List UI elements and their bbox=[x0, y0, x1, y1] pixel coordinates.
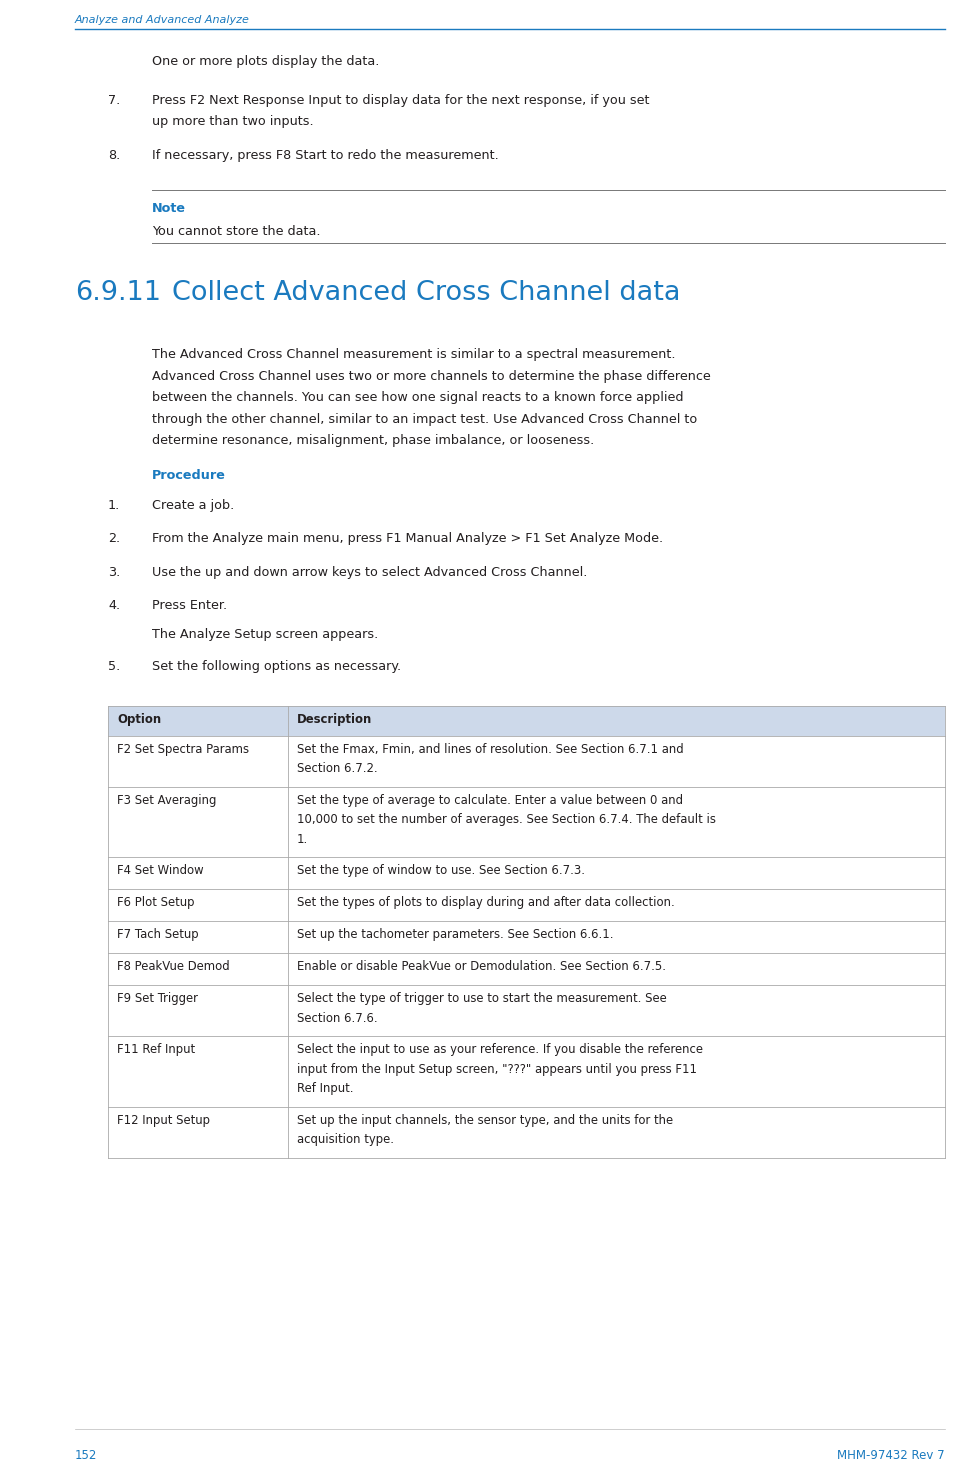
Text: Description: Description bbox=[297, 713, 372, 726]
Text: Use the up and down arrow keys to select Advanced Cross Channel.: Use the up and down arrow keys to select… bbox=[152, 566, 587, 578]
Text: 5.: 5. bbox=[108, 660, 120, 673]
Text: 3.: 3. bbox=[108, 566, 120, 578]
Text: acquisition type.: acquisition type. bbox=[297, 1134, 394, 1146]
Text: Advanced Cross Channel uses two or more channels to determine the phase differen: Advanced Cross Channel uses two or more … bbox=[152, 370, 711, 383]
Text: F3 Set Averaging: F3 Set Averaging bbox=[117, 794, 216, 807]
Text: through the other channel, similar to an impact test. Use Advanced Cross Channel: through the other channel, similar to an… bbox=[152, 414, 697, 425]
Text: F8 PeakVue Demod: F8 PeakVue Demod bbox=[117, 961, 230, 974]
Text: F9 Set Trigger: F9 Set Trigger bbox=[117, 993, 198, 1005]
Text: 10,000 to set the number of averages. See Section 6.7.4. The default is: 10,000 to set the number of averages. Se… bbox=[297, 813, 716, 826]
Bar bbox=[108, 707, 945, 736]
Text: 4.: 4. bbox=[108, 599, 120, 612]
Bar bbox=[108, 1037, 945, 1108]
Text: Set the following options as necessary.: Set the following options as necessary. bbox=[152, 660, 401, 673]
Bar bbox=[108, 986, 945, 1037]
Text: If necessary, press F8 Start to redo the measurement.: If necessary, press F8 Start to redo the… bbox=[152, 148, 499, 161]
Text: Section 6.7.2.: Section 6.7.2. bbox=[297, 763, 377, 776]
Text: Section 6.7.6.: Section 6.7.6. bbox=[297, 1012, 377, 1025]
Text: 1.: 1. bbox=[108, 499, 120, 512]
Text: 1.: 1. bbox=[297, 833, 308, 846]
Text: Select the input to use as your reference. If you disable the reference: Select the input to use as your referenc… bbox=[297, 1043, 703, 1056]
Text: between the channels. You can see how one signal reacts to a known force applied: between the channels. You can see how on… bbox=[152, 392, 683, 405]
Text: Set up the input channels, the sensor type, and the units for the: Set up the input channels, the sensor ty… bbox=[297, 1113, 673, 1127]
Text: F7 Tach Setup: F7 Tach Setup bbox=[117, 929, 199, 942]
Text: 152: 152 bbox=[75, 1449, 98, 1463]
Bar bbox=[108, 736, 945, 786]
Bar bbox=[108, 954, 945, 986]
Bar bbox=[108, 857, 945, 889]
Text: 8.: 8. bbox=[108, 148, 120, 161]
Text: MHM-97432 Rev 7: MHM-97432 Rev 7 bbox=[838, 1449, 945, 1463]
Bar bbox=[108, 1108, 945, 1157]
Text: Procedure: Procedure bbox=[152, 469, 226, 481]
Text: 7.: 7. bbox=[108, 94, 120, 107]
Text: Set the type of average to calculate. Enter a value between 0 and: Set the type of average to calculate. En… bbox=[297, 794, 682, 807]
Text: Set the Fmax, Fmin, and lines of resolution. See Section 6.7.1 and: Set the Fmax, Fmin, and lines of resolut… bbox=[297, 742, 683, 756]
Text: From the Analyze main menu, press F1 Manual Analyze > F1 Set Analyze Mode.: From the Analyze main menu, press F1 Man… bbox=[152, 533, 663, 546]
Bar bbox=[108, 921, 945, 954]
Text: You cannot store the data.: You cannot store the data. bbox=[152, 224, 321, 238]
Text: F2 Set Spectra Params: F2 Set Spectra Params bbox=[117, 742, 249, 756]
Text: F11 Ref Input: F11 Ref Input bbox=[117, 1043, 195, 1056]
Text: Select the type of trigger to use to start the measurement. See: Select the type of trigger to use to sta… bbox=[297, 993, 667, 1005]
Bar bbox=[108, 889, 945, 921]
Text: The Analyze Setup screen appears.: The Analyze Setup screen appears. bbox=[152, 628, 378, 641]
Text: Set the type of window to use. See Section 6.7.3.: Set the type of window to use. See Secti… bbox=[297, 864, 585, 877]
Text: Press F2 Next Response Input to display data for the next response, if you set: Press F2 Next Response Input to display … bbox=[152, 94, 649, 107]
Text: One or more plots display the data.: One or more plots display the data. bbox=[152, 54, 379, 67]
Text: F4 Set Window: F4 Set Window bbox=[117, 864, 204, 877]
Text: determine resonance, misalignment, phase imbalance, or looseness.: determine resonance, misalignment, phase… bbox=[152, 434, 594, 447]
Text: Set up the tachometer parameters. See Section 6.6.1.: Set up the tachometer parameters. See Se… bbox=[297, 929, 613, 942]
Text: Create a job.: Create a job. bbox=[152, 499, 234, 512]
Text: Analyze and Advanced Analyze: Analyze and Advanced Analyze bbox=[75, 15, 250, 25]
Text: Note: Note bbox=[152, 202, 186, 216]
Text: Enable or disable PeakVue or Demodulation. See Section 6.7.5.: Enable or disable PeakVue or Demodulatio… bbox=[297, 961, 666, 974]
Text: The Advanced Cross Channel measurement is similar to a spectral measurement.: The Advanced Cross Channel measurement i… bbox=[152, 349, 676, 361]
Text: F6 Plot Setup: F6 Plot Setup bbox=[117, 896, 194, 910]
Text: Ref Input.: Ref Input. bbox=[297, 1083, 354, 1096]
Text: Option: Option bbox=[117, 713, 161, 726]
Text: 6.9.11: 6.9.11 bbox=[75, 280, 161, 305]
Bar bbox=[108, 786, 945, 857]
Text: Collect Advanced Cross Channel data: Collect Advanced Cross Channel data bbox=[172, 280, 681, 305]
Text: Press Enter.: Press Enter. bbox=[152, 599, 227, 612]
Text: input from the Input Setup screen, "???" appears until you press F11: input from the Input Setup screen, "???"… bbox=[297, 1064, 697, 1075]
Text: up more than two inputs.: up more than two inputs. bbox=[152, 116, 314, 128]
Text: Set the types of plots to display during and after data collection.: Set the types of plots to display during… bbox=[297, 896, 675, 910]
Text: F12 Input Setup: F12 Input Setup bbox=[117, 1113, 210, 1127]
Text: 2.: 2. bbox=[108, 533, 120, 546]
